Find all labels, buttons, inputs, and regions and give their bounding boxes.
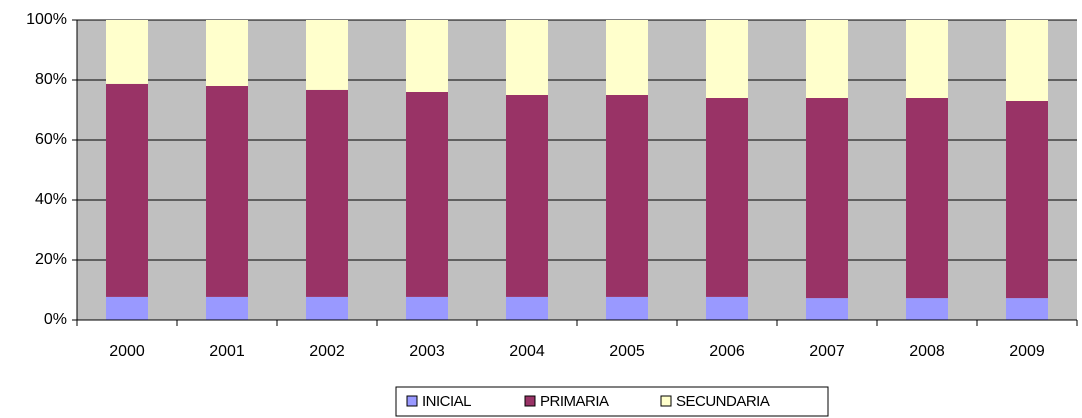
- x-tick-label: 2004: [509, 343, 545, 360]
- bar-segment: [706, 20, 748, 98]
- x-tick-label: 2005: [609, 343, 645, 360]
- x-tick-label: 2002: [309, 343, 345, 360]
- legend-swatch: [524, 395, 536, 407]
- bar-segment: [1006, 298, 1048, 320]
- y-tick-label: 100%: [26, 11, 67, 28]
- bar-segment: [206, 296, 248, 320]
- x-tick-label: 2006: [709, 343, 745, 360]
- bar-segment: [806, 298, 848, 320]
- bar-segment: [906, 20, 948, 98]
- bar-segment: [1006, 20, 1048, 101]
- bar-segment: [406, 20, 448, 92]
- legend-swatch: [660, 395, 672, 407]
- legend-frame: [395, 386, 829, 417]
- bar-segment: [606, 296, 648, 320]
- y-tick-label: 20%: [35, 251, 67, 268]
- bar-segment: [606, 95, 648, 297]
- x-tick-label: 2000: [109, 343, 145, 360]
- bar-segment: [706, 296, 748, 320]
- x-tick-label: 2009: [1009, 343, 1045, 360]
- bar-segment: [506, 20, 548, 95]
- bar-segment: [306, 20, 348, 90]
- bar-segment: [1006, 101, 1048, 299]
- legend: INICIAL PRIMARIA SECUNDARIA: [395, 386, 829, 417]
- y-tick-label: 0%: [44, 311, 67, 328]
- x-tick-label: 2003: [409, 343, 445, 360]
- y-tick-label: 40%: [35, 191, 67, 208]
- x-tick-label: 2008: [909, 343, 945, 360]
- legend-label: INICIAL: [422, 393, 471, 410]
- x-tick-label: 2007: [809, 343, 845, 360]
- bar-segment: [106, 296, 148, 320]
- bar-segment: [606, 20, 648, 95]
- y-tick-label: 80%: [35, 71, 67, 88]
- bar-segment: [806, 20, 848, 98]
- bar-segment: [706, 98, 748, 297]
- bar-segment: [106, 83, 148, 297]
- bar-segment: [406, 296, 448, 320]
- bar-segment: [506, 296, 548, 320]
- legend-label: PRIMARIA: [540, 393, 609, 410]
- legend-swatch: [406, 395, 418, 407]
- bar-segment: [106, 20, 148, 84]
- bar-segment: [306, 89, 348, 297]
- bar-segment: [406, 92, 448, 297]
- bar-segment: [906, 298, 948, 320]
- bar-segment: [206, 20, 248, 86]
- bar-segment: [306, 296, 348, 320]
- bar-segment: [906, 98, 948, 299]
- bar-segment: [506, 95, 548, 297]
- x-tick-label: 2001: [209, 343, 245, 360]
- bar-segment: [206, 86, 248, 297]
- bar-segment: [806, 98, 848, 299]
- legend-label: SECUNDARIA: [676, 393, 770, 410]
- y-tick-label: 60%: [35, 131, 67, 148]
